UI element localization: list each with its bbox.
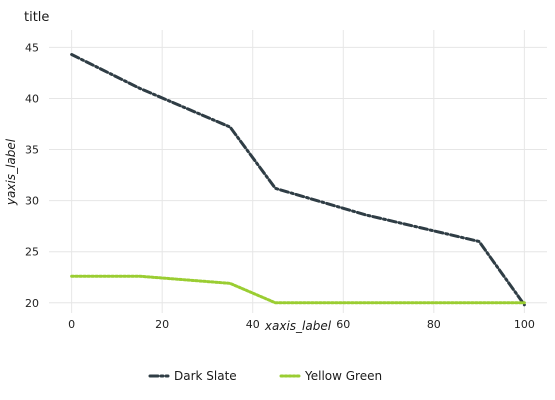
grid: [49, 30, 547, 313]
series-line-1: [70, 53, 526, 307]
series-layer: [70, 53, 526, 307]
legend: Dark Slate Yellow Green: [148, 369, 382, 383]
y-tick-label: 45: [25, 41, 39, 54]
x-tick-label: 60: [336, 318, 350, 331]
x-tick-label: 40: [246, 318, 260, 331]
y-tick-label: 20: [25, 297, 39, 310]
x-tick-label: 20: [155, 318, 169, 331]
x-axis-label: xaxis_label: [264, 319, 332, 333]
legend-label: Yellow Green: [304, 369, 382, 383]
x-tick-label: 80: [427, 318, 441, 331]
y-tick-label: 25: [25, 246, 39, 259]
legend-label: Dark Slate: [174, 369, 237, 383]
y-tick-label: 35: [25, 144, 39, 157]
x-tick-label: 100: [514, 318, 535, 331]
x-tick-label: 0: [68, 318, 75, 331]
y-axis-ticks: 20 25 30 35 40 45: [25, 41, 39, 309]
y-axis-label: yaxis_label: [4, 138, 18, 206]
y-tick-label: 30: [25, 195, 39, 208]
chart-title: title: [24, 10, 49, 25]
series-line-2: [70, 274, 526, 305]
y-tick-label: 40: [25, 92, 39, 105]
x-axis-ticks: 0 20 40 60 80 100: [68, 318, 535, 331]
